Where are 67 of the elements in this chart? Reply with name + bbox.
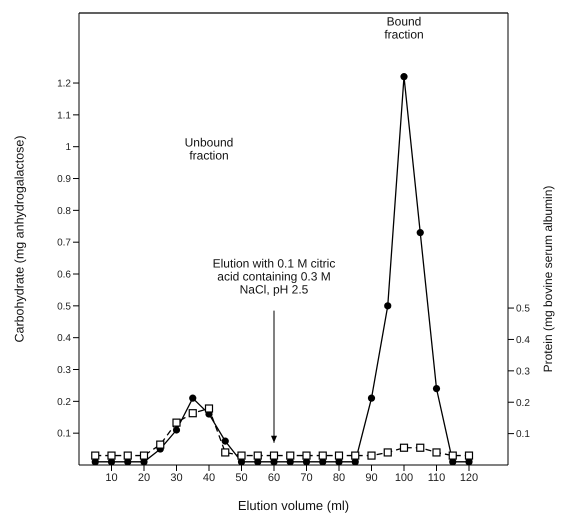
point: [351, 451, 360, 460]
y-tick-label: 1.2: [57, 78, 72, 90]
y-tick-label: 0.1: [57, 428, 72, 440]
point: [334, 451, 344, 460]
y-tick-label: 0.4: [57, 333, 72, 344]
x-tick-label: 40: [202, 472, 216, 484]
x-tick-label: 120: [460, 472, 478, 484]
x-axis-title: Elution volume (ml): [238, 498, 350, 513]
y2-axis-title: Protein (mg bovine serum albumin): [541, 186, 556, 372]
y2-tick-label: 0.3: [516, 366, 530, 378]
y-tick-label: 0.2: [57, 396, 72, 408]
point: [384, 302, 392, 310]
point: [270, 451, 278, 460]
annotation: Elution with 0.1 M citric acid containing 0.3 M NaCl, pH 2.5: [212, 256, 336, 297]
point: [367, 451, 376, 460]
point: [448, 451, 457, 460]
y2-tick-label: 0.5: [516, 304, 530, 315]
x-tick-label: 20: [138, 472, 150, 484]
point: [172, 426, 180, 434]
point: [221, 448, 230, 457]
x-tick-label: 90: [365, 472, 378, 484]
point: [416, 229, 424, 236]
y-tick-label: 1: [65, 142, 72, 154]
y-tick-label: 0.5: [57, 301, 72, 312]
point: [432, 385, 440, 392]
point: [302, 451, 311, 460]
point: [189, 394, 196, 402]
point: [188, 409, 197, 418]
point: [318, 451, 327, 460]
y-tick-label: 0.6: [57, 270, 72, 281]
point: [432, 448, 441, 457]
point: [124, 451, 132, 460]
point: [384, 448, 392, 457]
y2-tick-label: 0.1: [516, 429, 530, 440]
y-tick-label: 1.1: [57, 110, 72, 122]
x-tick-label: 70: [300, 472, 313, 484]
point: [156, 440, 164, 449]
point: [222, 438, 229, 445]
point: [368, 394, 376, 402]
x-tick-label: 60: [268, 472, 280, 484]
y-tick-label: 0.7: [57, 238, 72, 249]
y2-tick-label: 0.4: [516, 334, 530, 346]
x-tick-label: 100: [394, 472, 414, 484]
point: [286, 451, 294, 460]
y-tick-label: 0.9: [57, 174, 72, 186]
y-tick-label: 0.3: [57, 365, 72, 376]
point: [400, 73, 408, 80]
point: [204, 404, 214, 413]
y2-tick-label: 0.2: [516, 398, 530, 409]
point: [464, 451, 474, 460]
point: [140, 451, 148, 460]
annotation: Unbound fraction: [184, 136, 234, 163]
point: [237, 451, 246, 460]
point: [172, 418, 181, 427]
x-tick-label: 50: [235, 472, 248, 484]
x-tick-label: 30: [170, 472, 183, 484]
point: [400, 444, 408, 452]
point: [91, 451, 100, 460]
x-tick-label: 10: [105, 472, 118, 484]
point: [254, 451, 262, 460]
annotation: Bound fraction: [384, 14, 424, 42]
point: [107, 451, 116, 460]
x-tick-label: 110: [428, 472, 446, 484]
y-axis-title: Carbohydrate (mg anhydrogalactose): [12, 135, 26, 343]
point: [416, 444, 424, 452]
x-tick-label: 80: [332, 472, 346, 484]
y-tick-label: 0.8: [57, 206, 72, 217]
